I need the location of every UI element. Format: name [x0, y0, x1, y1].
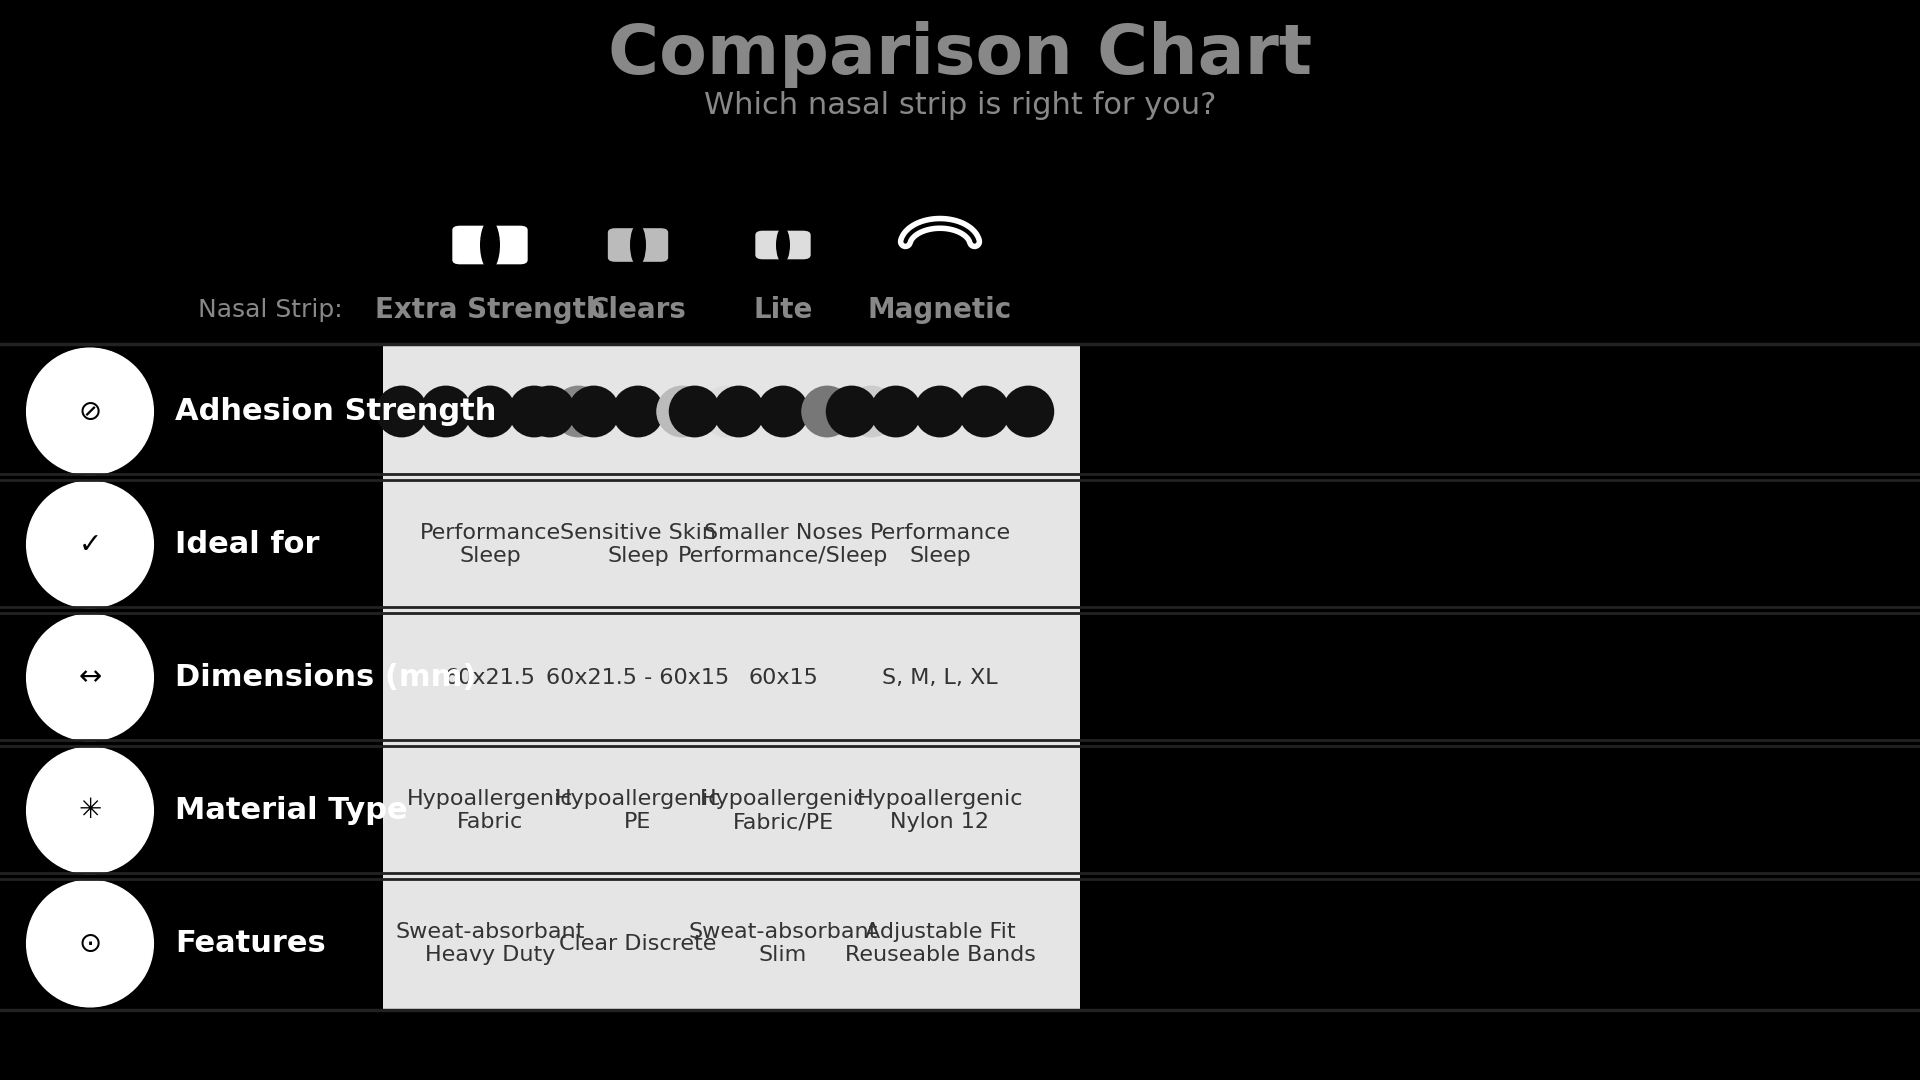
Ellipse shape: [914, 386, 966, 437]
Ellipse shape: [1002, 386, 1054, 437]
Ellipse shape: [553, 386, 605, 437]
Ellipse shape: [845, 386, 897, 437]
Text: Sensitive Skin
Sleep: Sensitive Skin Sleep: [561, 523, 716, 566]
Text: Comparison Chart: Comparison Chart: [609, 22, 1311, 89]
Ellipse shape: [27, 880, 154, 1007]
Text: Dimensions (mm): Dimensions (mm): [175, 663, 476, 692]
Ellipse shape: [524, 386, 576, 437]
Text: Ideal for: Ideal for: [175, 530, 319, 559]
Ellipse shape: [27, 482, 154, 608]
Text: Extra Strength: Extra Strength: [374, 296, 605, 324]
FancyBboxPatch shape: [755, 231, 810, 259]
Text: 60x15: 60x15: [749, 667, 818, 688]
Text: ⊙: ⊙: [79, 930, 102, 958]
Ellipse shape: [668, 386, 720, 437]
Text: Magnetic: Magnetic: [868, 296, 1012, 324]
Ellipse shape: [27, 348, 154, 475]
Text: Nasal Strip:: Nasal Strip:: [198, 298, 342, 322]
Ellipse shape: [630, 224, 645, 266]
Ellipse shape: [480, 220, 499, 270]
Ellipse shape: [701, 386, 753, 437]
Ellipse shape: [612, 386, 664, 437]
Text: Hypoallergenic
Fabric: Hypoallergenic Fabric: [407, 788, 574, 832]
Text: ↔: ↔: [79, 663, 102, 691]
Ellipse shape: [801, 386, 852, 437]
Text: Hypoallergenic
PE: Hypoallergenic PE: [555, 788, 722, 832]
Text: Hypoallergenic
Fabric/PE: Hypoallergenic Fabric/PE: [699, 788, 866, 832]
Ellipse shape: [657, 386, 708, 437]
Text: ⊘: ⊘: [79, 397, 102, 426]
Text: Material Type: Material Type: [175, 796, 407, 825]
Text: Smaller Noses
Performance/Sleep: Smaller Noses Performance/Sleep: [678, 523, 889, 566]
Ellipse shape: [776, 227, 789, 264]
Text: Features: Features: [175, 929, 326, 958]
Text: ✓: ✓: [79, 530, 102, 558]
Text: Which nasal strip is right for you?: Which nasal strip is right for you?: [705, 91, 1215, 120]
Text: Performance
Sleep: Performance Sleep: [419, 523, 561, 566]
Ellipse shape: [958, 386, 1010, 437]
Ellipse shape: [826, 386, 877, 437]
Ellipse shape: [870, 386, 922, 437]
Text: Clear Discrete: Clear Discrete: [559, 933, 716, 954]
Text: 60x21.5: 60x21.5: [445, 667, 536, 688]
Ellipse shape: [712, 386, 764, 437]
Text: Adjustable Fit
Reuseable Bands: Adjustable Fit Reuseable Bands: [845, 922, 1035, 966]
Ellipse shape: [376, 386, 428, 437]
FancyBboxPatch shape: [609, 228, 668, 261]
Ellipse shape: [27, 747, 154, 874]
FancyBboxPatch shape: [382, 345, 1079, 1010]
Text: Lite: Lite: [753, 296, 812, 324]
Text: Performance
Sleep: Performance Sleep: [870, 523, 1010, 566]
Ellipse shape: [465, 386, 516, 437]
Ellipse shape: [420, 386, 472, 437]
Text: Sweat-absorbant
Heavy Duty: Sweat-absorbant Heavy Duty: [396, 922, 586, 966]
Text: ✳: ✳: [79, 797, 102, 824]
Text: S, M, L, XL: S, M, L, XL: [881, 667, 998, 688]
Ellipse shape: [509, 386, 561, 437]
Ellipse shape: [756, 386, 808, 437]
Text: Clears: Clears: [589, 296, 687, 324]
Ellipse shape: [27, 615, 154, 741]
Text: Sweat-absorbant
Slim: Sweat-absorbant Slim: [687, 922, 877, 966]
Ellipse shape: [568, 386, 620, 437]
FancyBboxPatch shape: [453, 226, 528, 265]
Text: Hypoallergenic
Nylon 12: Hypoallergenic Nylon 12: [856, 788, 1023, 832]
Text: 60x21.5 - 60x15: 60x21.5 - 60x15: [547, 667, 730, 688]
Text: Adhesion Strength: Adhesion Strength: [175, 397, 497, 426]
